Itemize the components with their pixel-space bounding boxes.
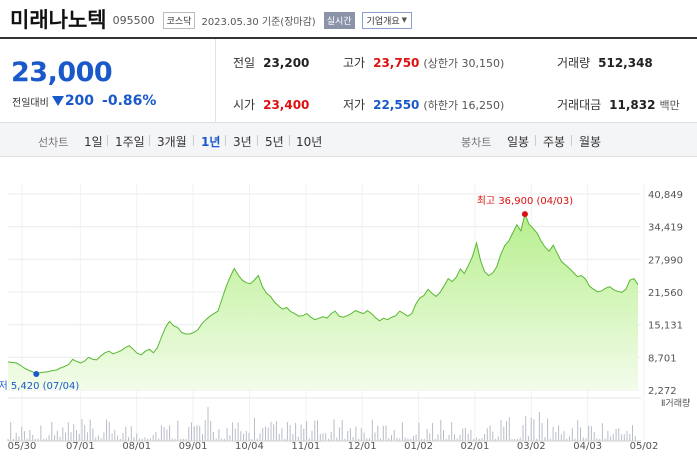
upper-limit: (상한가 30,150) — [423, 57, 505, 70]
market-badge: 코스닥 — [162, 11, 196, 29]
x-tick-label: 01/02 — [404, 441, 433, 452]
lower-limit: (하한가 16,250) — [423, 99, 505, 112]
tab-divider — [289, 135, 290, 146]
x-tick-label: 08/01 — [122, 441, 151, 452]
max-marker — [521, 211, 528, 218]
tab-3y[interactable]: 3년 — [233, 135, 252, 149]
change-value: 200 — [64, 93, 95, 109]
x-tick-label: 05/30 — [8, 441, 37, 452]
price-divider — [215, 39, 216, 125]
x-tick-label: 05/02 — [630, 441, 659, 452]
stat-label: 거래량 — [557, 56, 591, 70]
stat-low: 저가 22,550 (하한가 16,250) — [343, 96, 504, 113]
tab-divider — [107, 135, 108, 146]
tab-3m[interactable]: 3개월 — [157, 135, 187, 149]
stat-high: 고가 23,750 (상한가 30,150) — [343, 54, 504, 71]
base-date: 2023.05.30 기준(장마감) — [201, 16, 316, 28]
tab-divider — [149, 135, 150, 146]
tab-daily[interactable]: 일봉 — [507, 135, 530, 149]
stat-open: 시가 23,400 — [233, 96, 309, 113]
y-tick-label: 27,990 — [648, 255, 683, 266]
current-price: 23,000 — [11, 57, 113, 88]
tab-10y[interactable]: 10년 — [296, 135, 323, 149]
y-tick-label: 2,272 — [648, 386, 677, 397]
y-tick-label: 8,701 — [648, 353, 677, 364]
stat-volume: 거래량 512,348 — [557, 54, 653, 71]
price-chart: 40,849 34,419 27,990 21,560 15,131 8,701 2,272… — [0, 158, 697, 475]
x-tick-label: 07/01 — [66, 441, 95, 452]
candle-chart-label: 봉차트 — [461, 136, 492, 149]
tab-divider — [225, 135, 226, 146]
x-tick-label: 03/02 — [517, 441, 546, 452]
amount-unit: 백만 — [659, 99, 680, 112]
x-tick-label: 12/01 — [348, 441, 377, 452]
y-tick-label: 34,419 — [648, 223, 683, 234]
tab-divider — [571, 135, 572, 146]
tab-1y[interactable]: 1년 — [201, 135, 221, 149]
max-label: 최고 36,900 (04/03) — [477, 195, 573, 207]
stat-value: 23,750 — [373, 56, 420, 70]
tab-1w[interactable]: 1주일 — [115, 135, 145, 149]
change-label: 전일대비 — [12, 97, 49, 109]
tab-divider — [257, 135, 258, 146]
stat-label: 고가 — [343, 56, 366, 70]
tab-divider — [193, 135, 194, 146]
tab-5y[interactable]: 5년 — [265, 135, 284, 149]
x-tick-label: 10/04 — [235, 441, 264, 452]
stat-label: 시가 — [233, 98, 256, 112]
stat-amount: 거래대금 11,832 백만 — [557, 96, 680, 113]
chart-svg: 40,849 34,419 27,990 21,560 15,131 8,701 2,272… — [0, 184, 690, 452]
y-tick-label: 21,560 — [648, 288, 683, 299]
y-tick-label: 40,849 — [648, 190, 683, 201]
line-chart-label: 선차트 — [38, 136, 69, 149]
company-info-dropdown[interactable]: 기업개요 ▼ — [361, 11, 413, 29]
realtime-button[interactable]: 실시간 — [323, 11, 355, 29]
stat-value: 23,400 — [263, 98, 310, 112]
stat-label: 거래대금 — [557, 98, 602, 112]
stat-label: 전일 — [233, 56, 256, 70]
stock-name: 미래나노텍 — [10, 7, 107, 32]
price-line — [7, 212, 639, 375]
stock-header: 미래나노텍 095500 코스닥 2023.05.30 기준(장마감) 실시간 … — [0, 0, 697, 37]
down-arrow-icon — [51, 96, 64, 106]
stat-value: 11,832 — [609, 98, 656, 112]
stat-prev-close: 전일 23,200 — [233, 54, 309, 71]
chart-tabbar: 선차트 1일 1주일 3개월 1년 3년 5년 10년 봉차트 일봉 주봉 월봉 — [0, 123, 697, 157]
stat-value: 22,550 — [373, 98, 420, 112]
price-area-fill — [8, 214, 638, 390]
tab-weekly[interactable]: 주봉 — [543, 135, 566, 149]
stat-value: 512,348 — [598, 56, 653, 70]
stat-value: 23,200 — [263, 56, 310, 70]
min-marker — [33, 371, 40, 378]
min-label: 최저 5,420 (07/04) — [0, 380, 79, 392]
volume-label: Ⅱ거래량 — [661, 397, 690, 409]
change-row: 전일대비 200 -0.86% — [12, 93, 156, 109]
price-panel: 23,000 전일대비 200 -0.86% 전일 23,200 고가 23,7… — [0, 37, 697, 125]
x-tick-label: 11/01 — [291, 441, 320, 452]
stat-label: 저가 — [343, 98, 366, 112]
x-tick-label: 02/01 — [460, 441, 489, 452]
chevron-down-icon: ▼ — [401, 16, 408, 24]
stock-code: 095500 — [112, 14, 155, 27]
x-tick-label: 04/03 — [573, 441, 602, 452]
company-info-label: 기업개요 — [366, 16, 400, 27]
tab-divider — [535, 135, 536, 146]
tab-1d[interactable]: 1일 — [84, 135, 103, 149]
x-tick-label: 09/01 — [179, 441, 208, 452]
y-tick-label: 15,131 — [648, 321, 683, 332]
tab-monthly[interactable]: 월봉 — [579, 135, 602, 149]
change-percent: -0.86% — [102, 93, 157, 109]
